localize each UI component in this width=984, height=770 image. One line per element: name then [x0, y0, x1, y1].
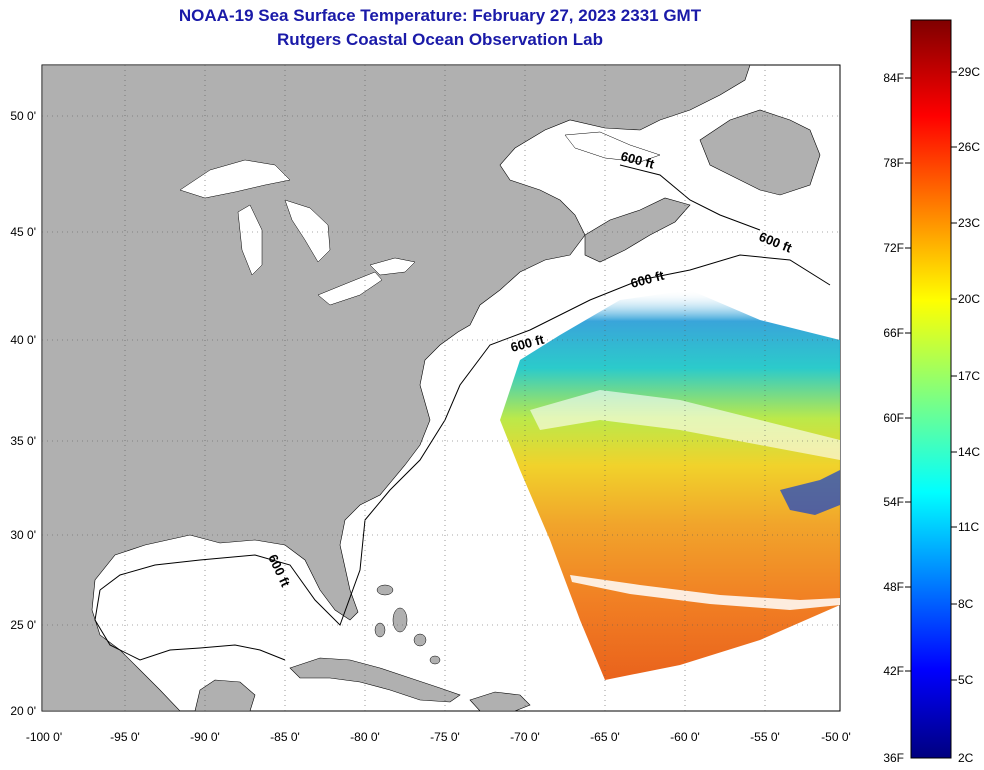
map-title: NOAA-19 Sea Surface Temperature: Februar…: [178, 6, 702, 25]
lat-tick-label: 35 0': [10, 434, 36, 448]
colorbar-c-label: 20C: [958, 292, 980, 306]
colorbar: [910, 19, 952, 759]
colorbar-c-label: 5C: [958, 673, 974, 687]
colorbar-c-labels: 29C 26C 23C 20C 17C 14C 11C 8C 5C 2C: [958, 65, 980, 765]
cold-patch: [780, 470, 840, 515]
land-nova-scotia: [584, 197, 691, 263]
colorbar-c-label: 2C: [958, 751, 974, 765]
map-subtitle: Rutgers Coastal Ocean Observation Lab: [277, 30, 603, 49]
lat-tick-label: 20 0': [10, 704, 36, 718]
land-yucatan: [194, 679, 256, 711]
lon-tick-label: -85 0': [270, 730, 300, 744]
colorbar-f-label: 42F: [883, 664, 904, 678]
graticule: [42, 65, 840, 711]
colorbar-c-label: 14C: [958, 445, 980, 459]
isobath-600ft: [99, 254, 831, 626]
lat-tick-label: 40 0': [10, 333, 36, 347]
colorbar-c-label: 23C: [958, 216, 980, 230]
land-cuba: [289, 657, 461, 703]
colorbar-f-label: 72F: [883, 241, 904, 255]
colorbar-ticks: [905, 71, 957, 681]
lat-axis: 50 0' 45 0' 40 0' 35 0' 30 0' 25 0' 20 0…: [10, 109, 36, 718]
lon-tick-label: -90 0': [190, 730, 220, 744]
colorbar-c-label: 29C: [958, 65, 980, 79]
colorbar-f-label: 78F: [883, 156, 904, 170]
colorbar-f-label: 84F: [883, 71, 904, 85]
colorbar-f-label: 48F: [883, 580, 904, 594]
colorbar-f-label: 36F: [883, 751, 904, 765]
lon-tick-label: -75 0': [430, 730, 460, 744]
lat-tick-label: 30 0': [10, 528, 36, 542]
lon-tick-label: -95 0': [110, 730, 140, 744]
lat-tick-label: 50 0': [10, 109, 36, 123]
isobath-600ft-gulf: [94, 589, 286, 661]
bahamas-islands: [374, 584, 441, 665]
lat-tick-label: 25 0': [10, 618, 36, 632]
land-hispaniola: [469, 691, 531, 711]
land-north-america: [42, 65, 751, 711]
lon-tick-label: -55 0': [750, 730, 780, 744]
colorbar-c-label: 8C: [958, 597, 974, 611]
lon-tick-label: -50 0': [821, 730, 851, 744]
lat-tick-label: 45 0': [10, 225, 36, 239]
colorbar-c-label: 17C: [958, 369, 980, 383]
lon-tick-label: -70 0': [510, 730, 540, 744]
lon-tick-label: -60 0': [670, 730, 700, 744]
colorbar-c-label: 11C: [958, 520, 979, 534]
land-newfoundland: [699, 109, 821, 196]
lon-axis: -100 0' -95 0' -90 0' -85 0' -80 0' -75 …: [26, 730, 851, 744]
lon-tick-label: -100 0': [26, 730, 62, 744]
colorbar-f-labels: 84F 78F 72F 66F 60F 54F 48F 42F 36F: [883, 71, 904, 765]
cloud-streak: [570, 575, 840, 610]
lon-tick-label: -65 0': [590, 730, 620, 744]
colorbar-f-label: 60F: [883, 411, 904, 425]
colorbar-f-label: 66F: [883, 326, 904, 340]
isobath-600ft-north: [619, 164, 761, 231]
lon-tick-label: -80 0': [350, 730, 380, 744]
great-lakes: [179, 131, 661, 306]
colorbar-f-label: 54F: [883, 495, 904, 509]
colorbar-c-label: 26C: [958, 140, 980, 154]
